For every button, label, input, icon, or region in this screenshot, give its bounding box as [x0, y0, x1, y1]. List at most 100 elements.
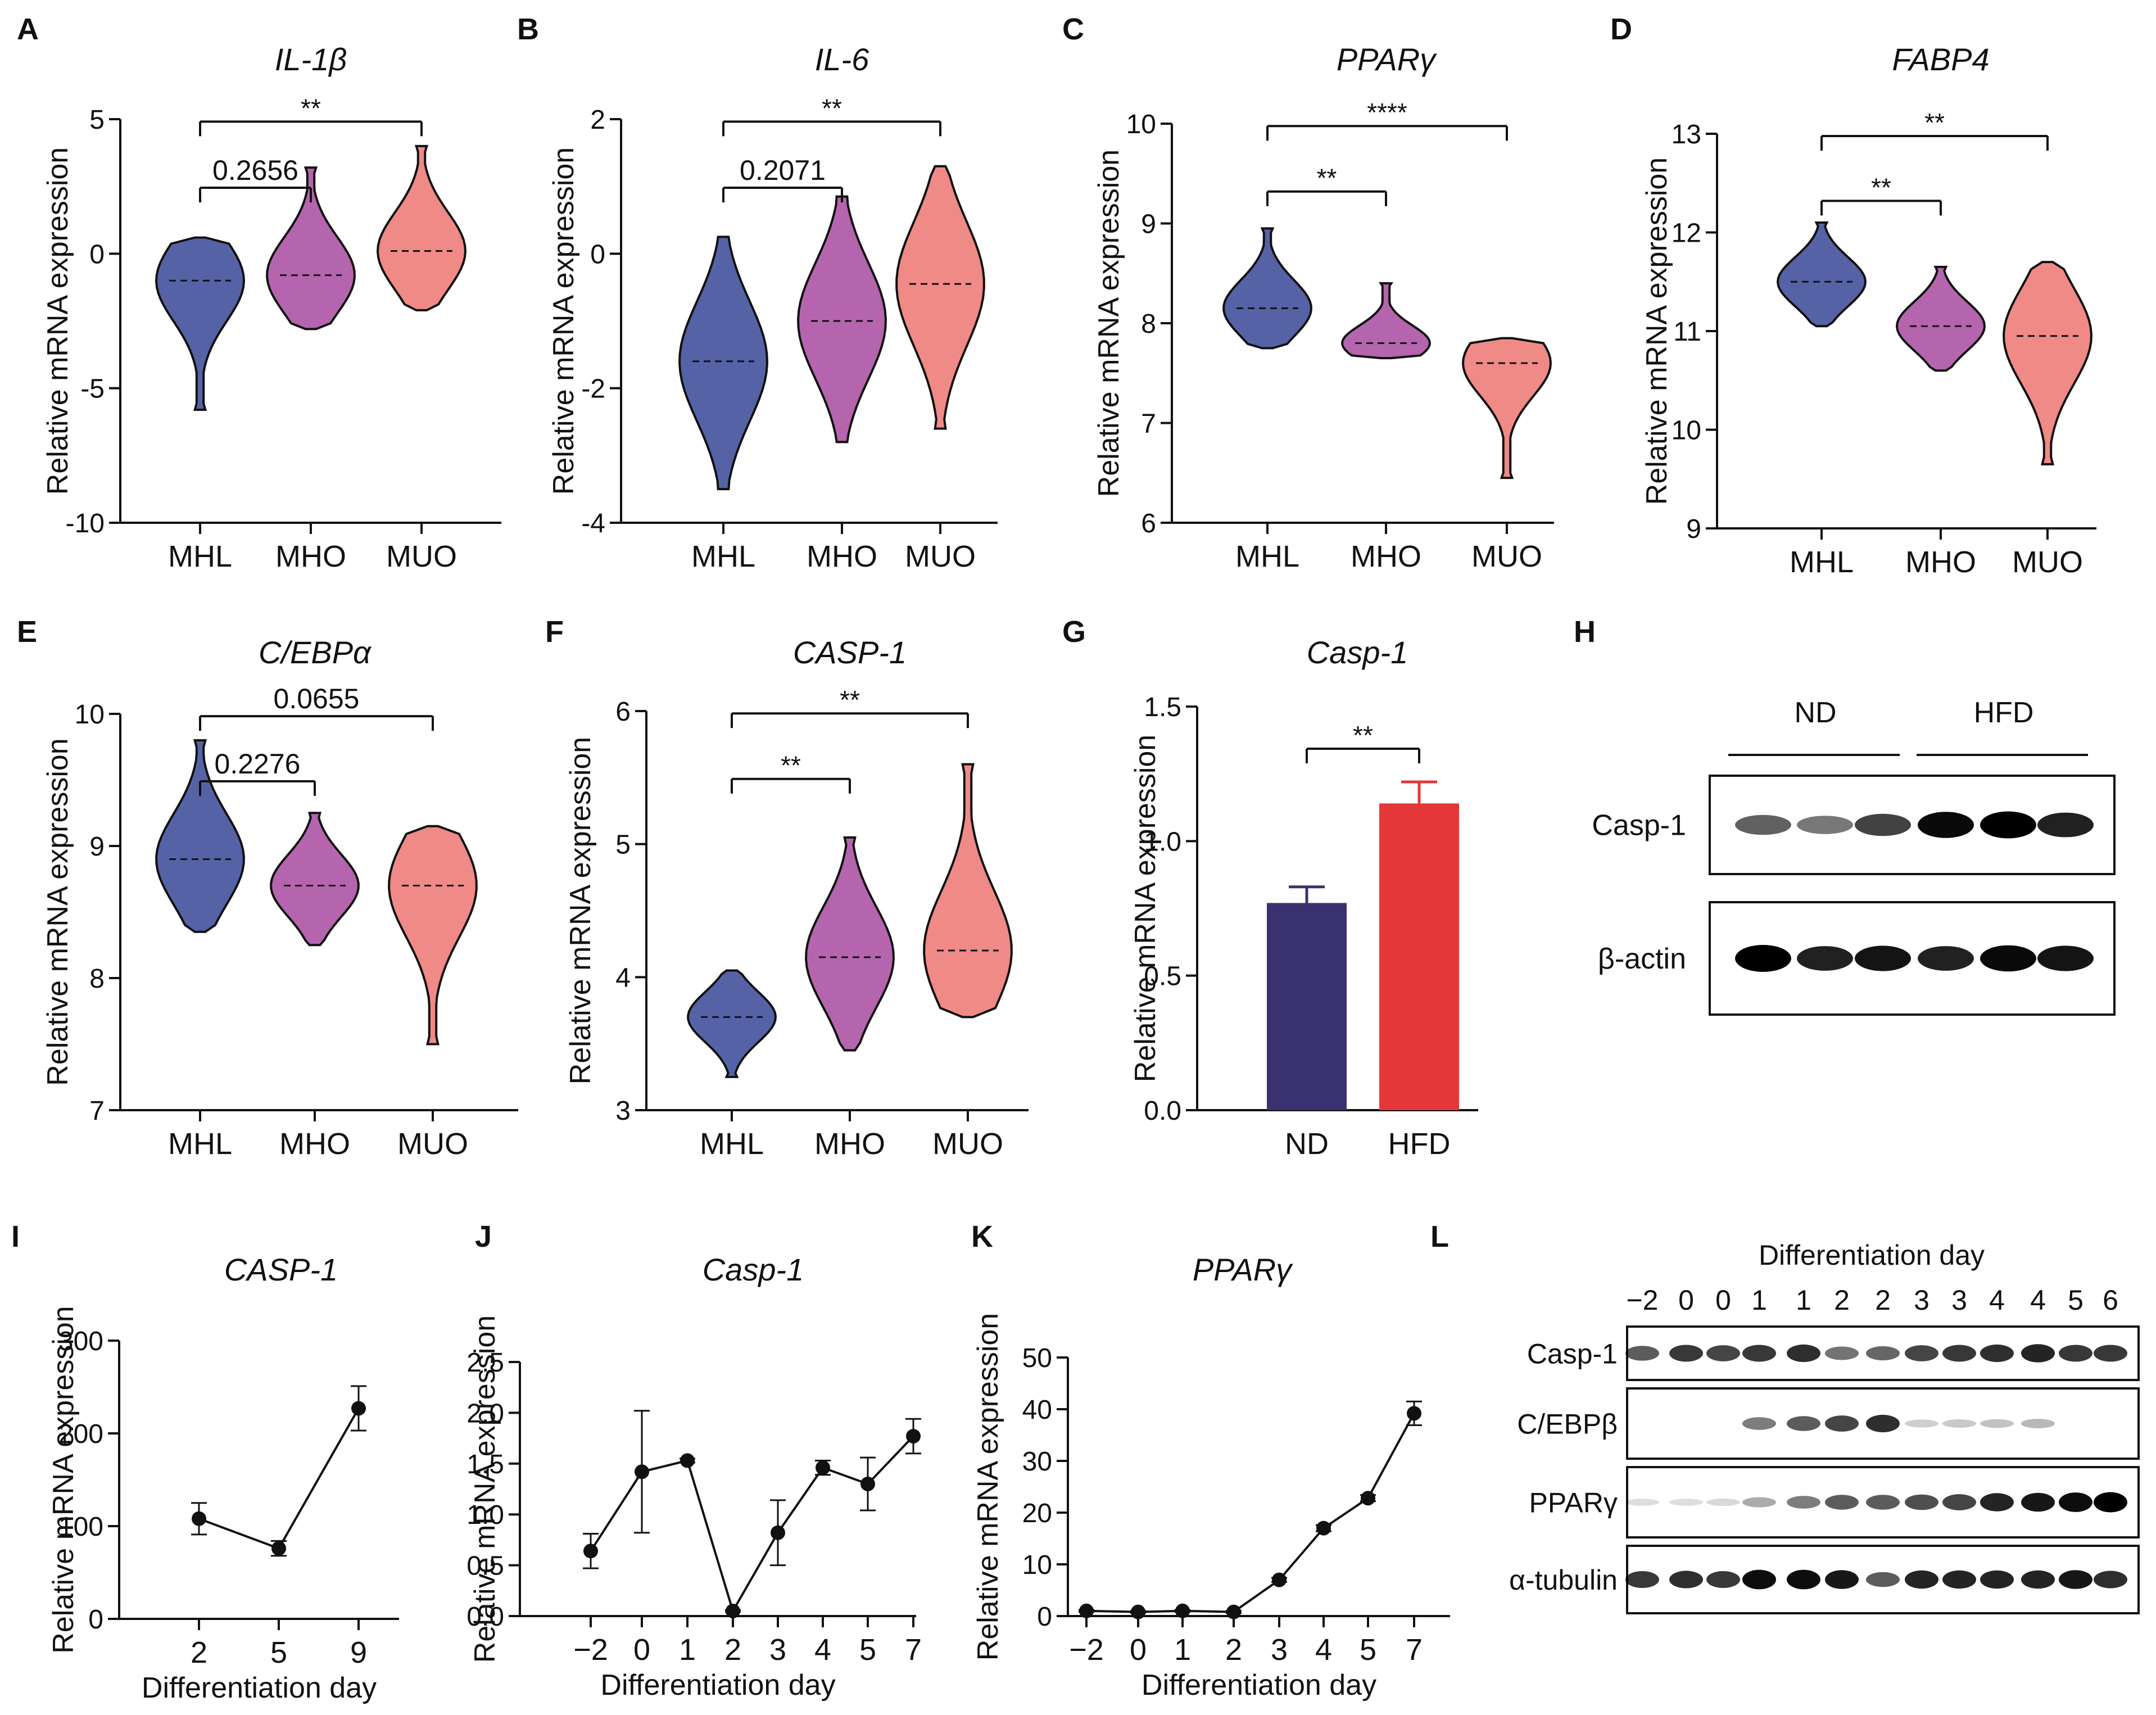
x-tick-label: 0	[1130, 1633, 1147, 1667]
x-tick-label: MHO	[1351, 540, 1421, 573]
blot-band	[1825, 1346, 1859, 1360]
x-tick-label: HFD	[1388, 1127, 1451, 1161]
blot-lane-label: 0	[1678, 1284, 1694, 1316]
significance-label: **	[840, 685, 860, 714]
x-tick-label: 3	[1271, 1633, 1288, 1667]
series-line	[198, 1408, 360, 1550]
blot-band	[1905, 1345, 1938, 1361]
y-tick-label: 8	[89, 964, 105, 994]
y-tick-label: 4	[615, 963, 631, 993]
y-tick-label: 40	[1022, 1395, 1052, 1425]
x-tick-label: 7	[905, 1633, 922, 1667]
y-tick-label: 2.0	[466, 1399, 504, 1428]
blot-band	[2021, 1344, 2055, 1363]
y-tick-label: 50	[1022, 1343, 1052, 1373]
y-tick-label: 6	[615, 697, 631, 727]
significance-label: 0.2276	[215, 748, 301, 780]
blot-band	[1625, 1499, 1659, 1506]
data-point	[351, 1401, 366, 1416]
y-axis-label: Relative mRNA expression	[1641, 157, 1673, 505]
y-tick-label: 9	[1686, 514, 1701, 544]
data-point	[906, 1428, 921, 1444]
blot-band	[1866, 1414, 1900, 1433]
x-tick-label: 1	[679, 1633, 696, 1667]
blot-row-label: β-actin	[1598, 943, 1686, 975]
x-tick-label: −2	[573, 1633, 608, 1667]
violin-MHO	[1895, 265, 1986, 372]
blot-band	[1918, 946, 1974, 971]
y-tick-label: 3	[615, 1096, 631, 1126]
significance-label: **	[1353, 721, 1373, 750]
x-tick-label: 4	[1315, 1633, 1332, 1667]
blot-band	[1918, 812, 1974, 838]
chart-panel-A: -10 -5 0 5 Relative mRNA expression A IL-1β MHL…	[17, 12, 501, 573]
blot-lane-label: 3	[1914, 1284, 1929, 1316]
data-point	[1272, 1572, 1287, 1587]
x-tick-label: MHO	[279, 1127, 350, 1161]
y-tick-label: -10	[66, 509, 105, 539]
y-tick-label: 0.5	[1144, 962, 1181, 992]
violin-MHL	[687, 969, 777, 1078]
violin-MUO	[2003, 261, 2092, 465]
y-tick-label: 10	[1126, 110, 1156, 139]
y-tick-label: 13	[1672, 120, 1701, 150]
y-tick-label: 1.0	[466, 1500, 504, 1530]
chart-panel-D: 9 10 11 12 13 Relative mRNA expression D FABP4 M…	[1610, 12, 2096, 579]
chart-title: CASP-1	[224, 1252, 338, 1287]
blot-band	[1825, 1570, 1859, 1589]
violin-MHL	[1776, 221, 1867, 328]
blot-band	[2094, 1571, 2127, 1589]
y-tick-label: 10	[75, 700, 105, 730]
x-tick-label: 4	[814, 1633, 831, 1667]
x-tick-label: MHL	[168, 540, 232, 573]
violin-MHO	[805, 836, 895, 1052]
panel-label: E	[17, 615, 37, 649]
data-point	[583, 1544, 598, 1559]
y-axis-label: Relative mRNA expression	[47, 1306, 80, 1653]
x-tick-label: 5	[859, 1633, 876, 1667]
blot-header: Differentiation day	[1759, 1239, 1985, 1271]
blot-group-label: ND	[1794, 696, 1836, 729]
violin-MHL	[678, 236, 768, 491]
blot-band	[2037, 945, 2094, 971]
x-tick-label: 1	[1174, 1633, 1191, 1667]
x-tick-label: MHL	[1790, 545, 1854, 579]
blot-band	[1905, 1570, 1938, 1589]
blot-band	[1825, 1415, 1859, 1432]
chart-title: IL-1β	[275, 42, 347, 77]
blot-band	[1942, 1570, 1976, 1589]
blot-lane-label: 2	[1834, 1284, 1850, 1316]
blot-band	[1942, 1345, 1976, 1362]
significance-label: **	[822, 93, 842, 123]
y-tick-label: 30	[1022, 1447, 1052, 1477]
violin-MHO	[270, 812, 360, 947]
chart-panel-B: -4 -2 0 2 Relative mRNA expression B IL-6 MHL MH…	[517, 12, 998, 573]
significance-label: 0.0655	[274, 683, 360, 714]
y-tick-label: 0	[88, 1605, 103, 1635]
y-tick-label: -4	[581, 509, 605, 539]
blot-band	[1669, 1345, 1703, 1362]
chart-title: Casp-1	[1307, 635, 1408, 670]
x-axis-label: Differentiation day	[600, 1669, 835, 1702]
y-tick-label: 2	[590, 105, 605, 135]
x-tick-label: 0	[633, 1633, 650, 1667]
chart-title: IL-6	[815, 42, 869, 77]
y-tick-label: 0	[1037, 1602, 1052, 1632]
x-tick-label: 2	[724, 1633, 741, 1667]
y-axis-label: Relative mRNA expression	[1093, 150, 1125, 497]
x-tick-label: 7	[1406, 1633, 1423, 1667]
y-tick-label: 0.5	[466, 1551, 504, 1581]
panel-label: D	[1610, 12, 1632, 46]
y-axis-label: Relative mRNA expression	[42, 147, 74, 495]
significance-label: **	[1924, 108, 1945, 137]
western-blot-H: H ND HFD Casp-1 β-actin	[1574, 615, 2116, 1016]
data-point	[1361, 1491, 1375, 1506]
blot-band	[1706, 1571, 1740, 1588]
y-tick-label: 5	[615, 830, 631, 860]
data-point	[1407, 1406, 1421, 1421]
y-tick-label: 0	[590, 239, 605, 269]
data-point	[726, 1603, 740, 1618]
blot-band	[1787, 1416, 1820, 1431]
y-tick-label: 9	[89, 832, 105, 862]
